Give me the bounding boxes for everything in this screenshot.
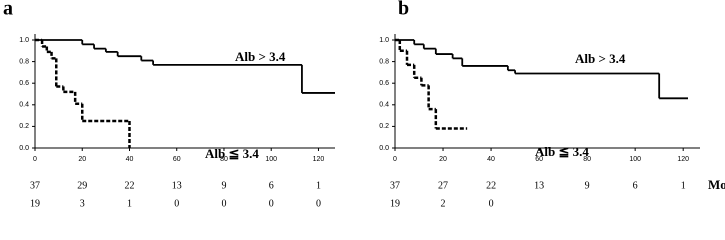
at-risk-count: 2 [441, 198, 446, 209]
y-tick-label: 0.0 [379, 145, 389, 152]
series-label: Alb > 3.4 [235, 49, 286, 64]
x-tick-label: 80 [220, 156, 228, 163]
y-tick-label: 0.0 [19, 145, 29, 152]
x-tick-label: 0 [33, 156, 37, 163]
at-risk-count: 22 [124, 180, 134, 191]
at-risk-count: 6 [633, 180, 638, 191]
at-risk-count: 22 [486, 180, 496, 191]
at-risk-count: 1 [681, 180, 686, 191]
y-tick-label: 0.6 [19, 80, 29, 87]
y-tick-label: 0.8 [19, 58, 29, 65]
x-tick-label: 20 [439, 156, 447, 163]
x-tick-label: 60 [173, 156, 181, 163]
at-risk-count: 1 [127, 198, 132, 209]
at-risk-count: 0 [489, 198, 494, 209]
y-tick-label: 1.0 [19, 37, 29, 44]
at-risk-count: 1 [316, 180, 321, 191]
at-risk-count: 0 [221, 198, 226, 209]
at-risk-count: 6 [269, 180, 274, 191]
at-risk-count: 37 [390, 180, 400, 191]
y-tick-label: 0.6 [379, 80, 389, 87]
panel-label: a [3, 0, 13, 20]
at-risk-count: 27 [438, 180, 448, 191]
x-tick-label: 120 [313, 156, 325, 163]
at-risk-count: 0 [174, 198, 179, 209]
series-label: Alb > 3.4 [575, 51, 626, 66]
at-risk-count: 0 [269, 198, 274, 209]
x-tick-label: 100 [629, 156, 641, 163]
at-risk-count: 3 [80, 198, 85, 209]
x-tick-label: 80 [583, 156, 591, 163]
x-axis-label: Mo [708, 177, 725, 192]
at-risk-count: 19 [390, 198, 400, 209]
y-tick-label: 0.2 [379, 123, 389, 130]
at-risk-count: 29 [77, 180, 87, 191]
x-tick-label: 120 [677, 156, 689, 163]
y-tick-label: 0.4 [379, 102, 389, 109]
at-risk-count: 37 [30, 180, 40, 191]
series-label: Alb ≦ 3.4 [535, 144, 589, 159]
at-risk-count: 13 [534, 180, 544, 191]
x-tick-label: 100 [265, 156, 277, 163]
x-tick-label: 60 [535, 156, 543, 163]
x-tick-label: 20 [78, 156, 86, 163]
x-tick-label: 0 [393, 156, 397, 163]
y-tick-label: 0.2 [19, 123, 29, 130]
x-tick-label: 40 [487, 156, 495, 163]
at-risk-count: 13 [172, 180, 182, 191]
at-risk-count: 9 [221, 180, 226, 191]
at-risk-count: 0 [316, 198, 321, 209]
y-tick-label: 0.8 [379, 58, 389, 65]
y-tick-label: 0.4 [19, 102, 29, 109]
panel-label: b [398, 0, 409, 20]
at-risk-count: 19 [30, 198, 40, 209]
x-tick-label: 40 [126, 156, 134, 163]
series-label: Alb ≦ 3.4 [205, 146, 259, 161]
at-risk-count: 9 [585, 180, 590, 191]
y-tick-label: 1.0 [379, 37, 389, 44]
